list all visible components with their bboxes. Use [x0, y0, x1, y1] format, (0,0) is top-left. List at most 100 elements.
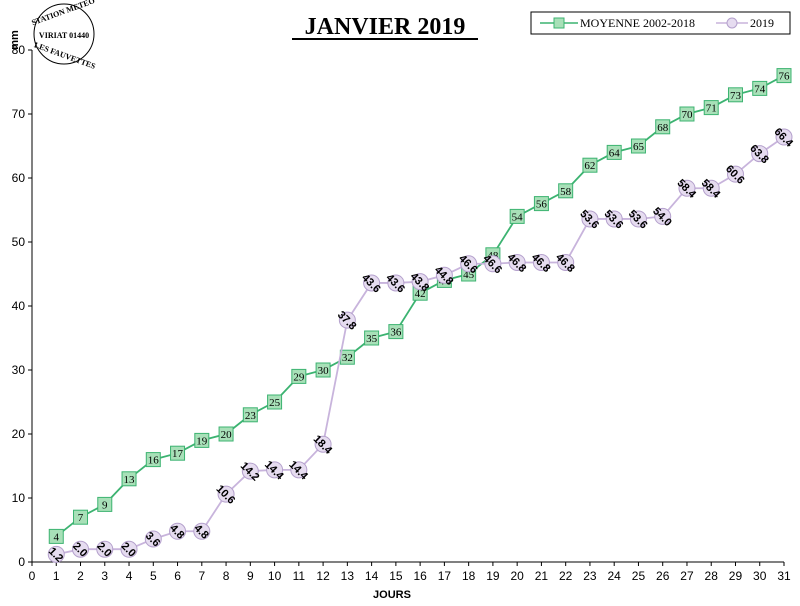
x-tick-label: 20 [510, 569, 524, 583]
series-2019-label: 43.8 [408, 271, 432, 295]
series-2019-point [557, 253, 575, 271]
moyenne-label: 29 [293, 371, 305, 383]
x-tick-label: 18 [462, 569, 476, 583]
y-tick-label: 40 [12, 299, 26, 313]
x-tick-label: 15 [389, 569, 403, 583]
series-2019-label: 46.6 [480, 253, 504, 277]
x-tick-label: 28 [705, 569, 719, 583]
series-2019-point [702, 179, 720, 197]
moyenne-point [48, 528, 64, 544]
x-tick-label: 14 [365, 569, 379, 583]
series-2019-label: 37.8 [335, 309, 359, 333]
x-tick-label: 19 [486, 569, 500, 583]
legend-box [530, 11, 791, 35]
series-2019-point [678, 179, 696, 197]
moyenne-point [145, 452, 161, 468]
series-2019-label: 2.0 [94, 540, 113, 559]
moyenne-point [121, 471, 137, 487]
series-2019-point [387, 274, 405, 292]
moyenne-label: 9 [102, 499, 108, 511]
legend: MOYENNE 2002-2018 2019 [530, 11, 791, 35]
series-2019-label: 4.8 [167, 522, 186, 541]
x-tick-label: 10 [268, 569, 282, 583]
series-2019-label: 46.8 [505, 251, 529, 275]
moyenne-point [97, 496, 113, 512]
moyenne-label: 17 [172, 448, 184, 460]
series-2019-label: 53.6 [626, 208, 650, 232]
y-tick-label: 0 [18, 555, 25, 569]
series-2019-point [411, 273, 429, 291]
moyenne-label: 35 [366, 333, 378, 345]
series-2019-point [266, 461, 284, 479]
y-tick-label: 70 [12, 107, 26, 121]
moyenne-point [242, 407, 258, 423]
series-moyenne: 4791316171920232529303235364244454854565… [48, 68, 792, 544]
moyenne-label: 56 [536, 199, 548, 211]
series-2019-label: 43.6 [359, 272, 383, 296]
moyenne-label: 76 [779, 71, 791, 83]
x-tick-label: 9 [247, 569, 254, 583]
series-2019-point [532, 253, 550, 271]
series-2019: 1.2 2.0 2.0 2.03.6 4.8 4.810.614.2 14.4 14.418.… [46, 126, 796, 565]
moyenne-point [364, 330, 380, 346]
x-axis-label: JOURS [373, 589, 411, 601]
moyenne-point [533, 196, 549, 212]
x-tick-label: 24 [608, 569, 622, 583]
series-2019-point [605, 210, 623, 228]
moyenne-point [558, 183, 574, 199]
series-2019-point [508, 253, 526, 271]
series-2019-point [72, 540, 90, 558]
moyenne-line [55, 74, 785, 538]
moyenne-label: 13 [124, 474, 136, 486]
x-tick-label: 29 [729, 569, 743, 583]
moyenne-point [582, 157, 598, 173]
moyenne-point [606, 144, 622, 160]
moyenne-point [267, 394, 283, 410]
series-2019-point [120, 540, 138, 558]
series-2019-point [363, 274, 381, 292]
moyenne-label: 64 [609, 147, 621, 159]
moyenne-label: 16 [148, 455, 160, 467]
series-2019-label: 63.8 [747, 143, 771, 167]
x-tick-label: 5 [150, 569, 157, 583]
moyenne-point [170, 445, 186, 461]
series-2019-point [751, 145, 769, 163]
series-2019-label: 53.6 [577, 208, 601, 232]
stamp-line2: VIRIAT 01440 [39, 31, 89, 40]
series-2019-point [629, 210, 647, 228]
x-tick-label: 22 [559, 569, 573, 583]
moyenne-point [679, 106, 695, 122]
x-tick-label: 3 [101, 569, 108, 583]
moyenne-label: 4 [54, 531, 60, 543]
x-tick-label: 6 [174, 569, 181, 583]
legend-avg-label: MOYENNE 2002-2018 [580, 16, 695, 30]
legend-2019-label: 2019 [750, 16, 774, 30]
moyenne-point [315, 362, 331, 378]
x-tick-label: 30 [753, 569, 767, 583]
moyenne-label: 71 [706, 103, 717, 115]
x-tick-label: 11 [293, 569, 306, 583]
series-2019-point [484, 255, 502, 273]
moyenne-label: 23 [245, 410, 257, 422]
y-tick-label: 20 [12, 427, 26, 441]
moyenne-point [727, 87, 743, 103]
moyenne-label: 65 [633, 141, 645, 153]
station-stamp: STATION METEO VIRIAT 01440 LES FAUVETTES [30, 0, 97, 71]
chart-title: JANVIER 2019 [305, 14, 466, 40]
series-2019-point [314, 435, 332, 453]
series-2019-label: 2.0 [119, 540, 138, 559]
x-tick-label: 17 [438, 569, 452, 583]
moyenne-label: 36 [390, 327, 402, 339]
moyenne-point [655, 119, 671, 135]
moyenne-label: 70 [681, 109, 693, 121]
series-2019-point [169, 522, 187, 540]
series-2019-label: 66.4 [771, 126, 795, 150]
series-2019-label: 4.8 [191, 522, 210, 541]
series-2019-point [217, 485, 235, 503]
x-tick-label: 2 [77, 569, 84, 583]
series-2019-label: 43.6 [383, 272, 407, 296]
series-2019-point [460, 255, 478, 273]
series-2019-line [56, 136, 785, 556]
x-tick-label: 7 [198, 569, 205, 583]
